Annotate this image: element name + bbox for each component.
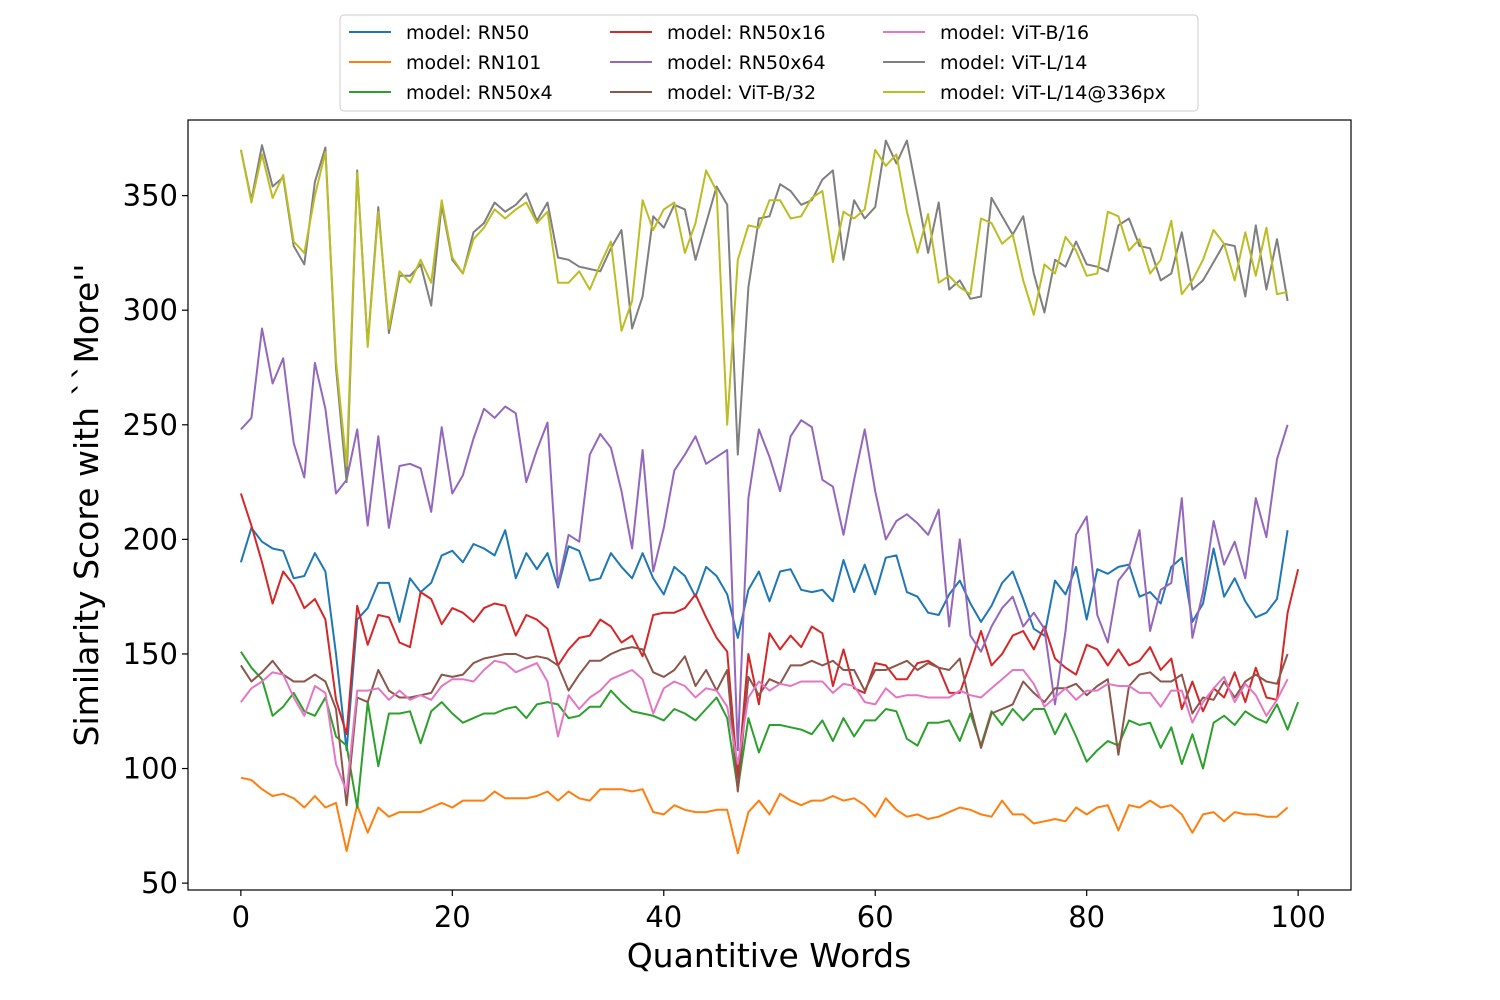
legend: model: RN50 model: RN101 model: RN50x4 mode…	[339, 14, 1199, 112]
legend-frame	[339, 14, 1199, 112]
legend-label: model: ViT-B/16	[940, 22, 1089, 44]
legend-item: model: ViT-B/32	[610, 82, 816, 104]
x-tick-label: 80	[1068, 900, 1105, 934]
y-tick-label: 300	[123, 293, 178, 327]
legend-label: model: RN50	[406, 22, 529, 44]
series-line-3	[239, 493, 1300, 779]
series-line-8	[239, 148, 1288, 467]
y-tick-label: 350	[123, 179, 178, 213]
legend-item: model: ViT-B/16	[883, 22, 1089, 44]
x-axis: 0 20 40 60 80 100	[232, 890, 1326, 934]
legend-label: model: ViT-L/14	[940, 52, 1087, 74]
y-tick-label: 200	[123, 522, 178, 556]
y-tick-label: 250	[123, 408, 178, 442]
series-layer	[239, 139, 1300, 855]
legend-item: model: RN50x4	[349, 82, 553, 104]
series-line-1	[240, 776, 1289, 855]
y-axis: 50 100 150 200 250 300 350	[123, 179, 188, 900]
legend-label: model: ViT-L/14@336px	[940, 82, 1166, 104]
legend-label: model: RN50x4	[406, 82, 553, 104]
legend-label: model: RN101	[406, 52, 541, 74]
legend-item: model: RN50x16	[610, 22, 826, 44]
legend-label: model: RN50x16	[667, 22, 826, 44]
series-line-6	[240, 659, 1289, 793]
x-tick-label: 0	[232, 900, 250, 934]
legend-item: model: RN50	[349, 22, 529, 44]
x-axis-label: Quantitive Words	[627, 936, 912, 975]
legend-item: model: ViT-L/14	[883, 52, 1087, 74]
legend-item: model: RN101	[349, 52, 541, 74]
y-axis-label: Similarity Score with ``More''	[67, 264, 106, 747]
legend-label: model: RN50x64	[667, 52, 826, 74]
x-tick-label: 60	[857, 900, 894, 934]
legend-item: model: RN50x64	[610, 52, 826, 74]
legend-item: model: ViT-L/14@336px	[883, 82, 1166, 104]
x-tick-label: 40	[645, 900, 682, 934]
x-tick-label: 20	[434, 900, 471, 934]
plot-frame	[187, 119, 1352, 891]
x-tick-label: 100	[1270, 900, 1325, 934]
series-line-4	[240, 327, 1289, 752]
y-tick-label: 150	[123, 637, 178, 671]
series-line-0	[239, 526, 1289, 752]
y-tick-label: 50	[141, 866, 178, 900]
y-tick-label: 100	[123, 752, 178, 786]
legend-label: model: ViT-B/32	[667, 82, 816, 104]
